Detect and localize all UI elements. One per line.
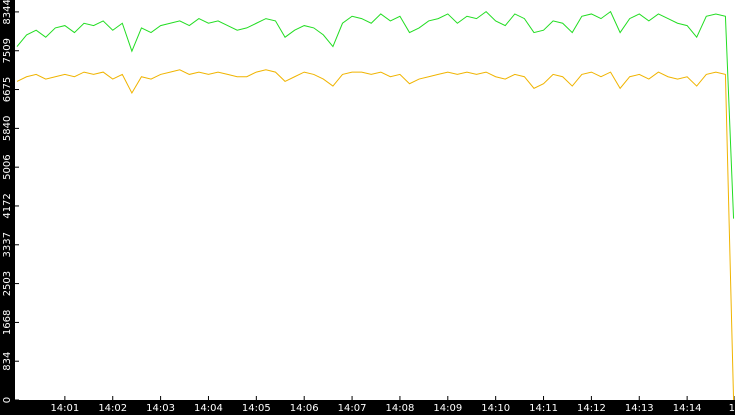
series-line bbox=[16, 10, 735, 219]
y-tick-label: 7509 bbox=[2, 38, 13, 63]
x-tick-label: 14:07 bbox=[338, 403, 367, 414]
x-tick-label: 14:05 bbox=[242, 403, 271, 414]
x-tick-label: 14:02 bbox=[98, 403, 127, 414]
x-tick-label: 14 bbox=[729, 403, 735, 414]
y-tick-label: 3337 bbox=[2, 232, 13, 257]
y-tick-label: 5840 bbox=[2, 116, 13, 141]
x-tick-label: 14:09 bbox=[433, 403, 462, 414]
y-tick-label: 6675 bbox=[2, 77, 13, 102]
y-tick-label: 0 bbox=[2, 397, 13, 403]
y-tick-label: 4172 bbox=[2, 193, 13, 218]
x-tick-label: 14:03 bbox=[146, 403, 175, 414]
x-tick-label: 14:12 bbox=[577, 403, 606, 414]
x-tick-label: 14:01 bbox=[50, 403, 79, 414]
x-tick-label: 14:06 bbox=[290, 403, 319, 414]
y-tick-label: 1668 bbox=[2, 310, 13, 335]
series-line bbox=[16, 69, 735, 401]
x-tick-label: 14:10 bbox=[481, 403, 510, 414]
x-tick-label: 14:08 bbox=[386, 403, 415, 414]
y-tick-label: 834 bbox=[2, 352, 13, 371]
y-tick-label: 2503 bbox=[2, 271, 13, 296]
x-tick-label: 14:13 bbox=[625, 403, 654, 414]
y-tick-label: 5006 bbox=[2, 154, 13, 179]
plot-area bbox=[15, 0, 735, 400]
x-tick-label: 14:04 bbox=[194, 403, 223, 414]
x-tick-label: 14:14 bbox=[673, 403, 702, 414]
x-tick-label: 14:11 bbox=[529, 403, 558, 414]
y-tick-label: 8344 bbox=[2, 0, 13, 25]
